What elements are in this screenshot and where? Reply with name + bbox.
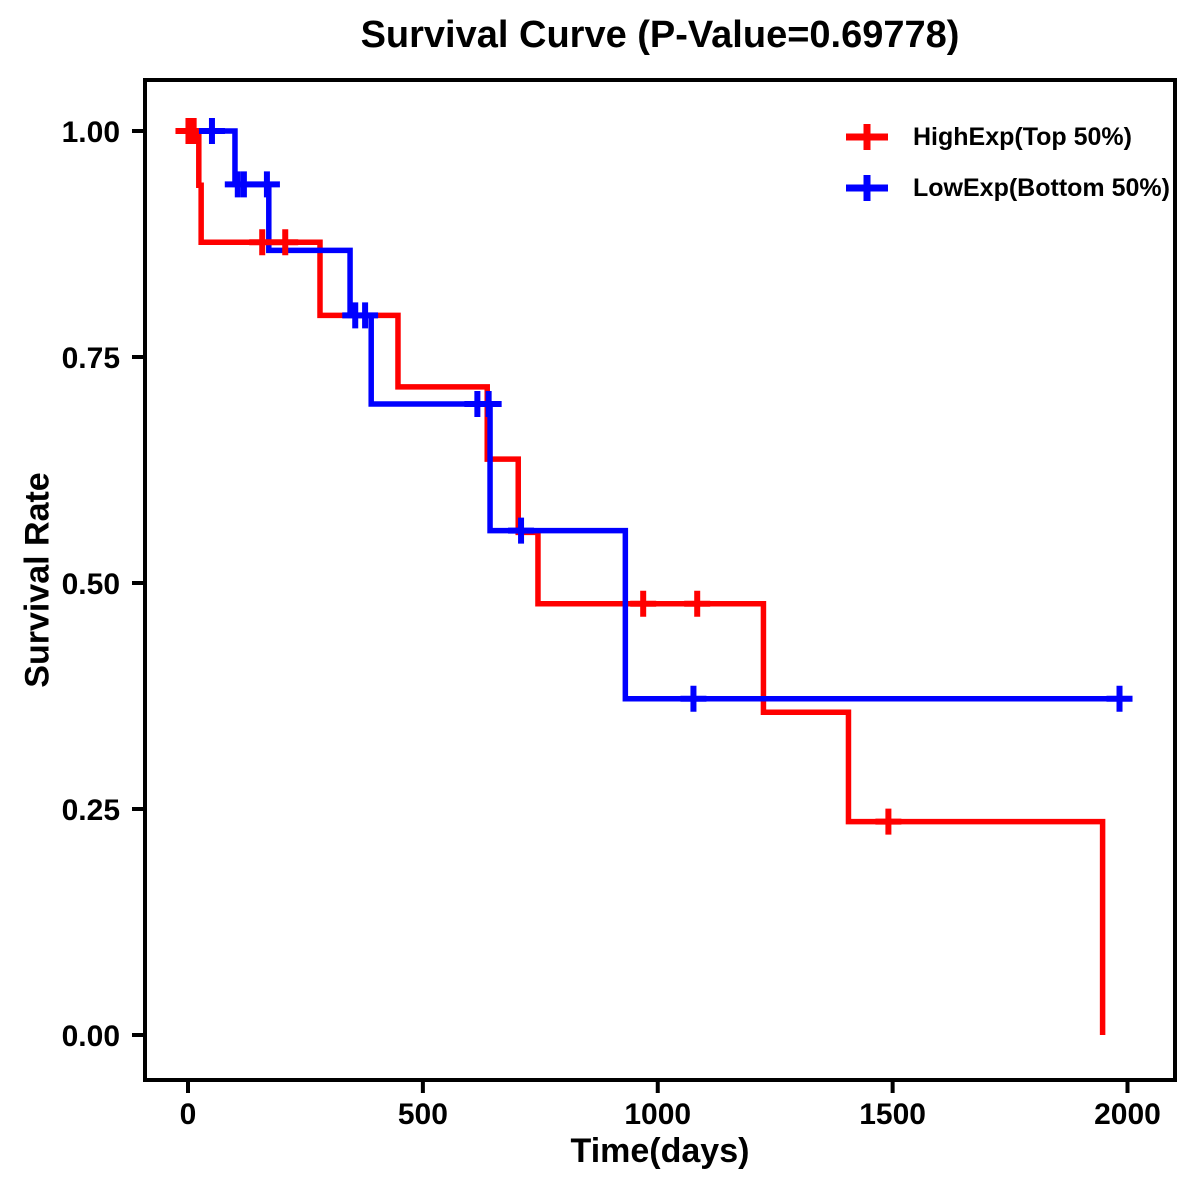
legend-plus-marker-icon bbox=[846, 124, 888, 150]
lowexp-curve bbox=[188, 128, 1121, 702]
x-axis-label: Time(days) bbox=[570, 1132, 750, 1170]
highexp-curve bbox=[188, 128, 1106, 1035]
legend-label-1: LowExp(Bottom 50%) bbox=[913, 173, 1170, 202]
legend-item-lowexp: LowExp(Bottom 50%) bbox=[843, 172, 1170, 204]
y-axis-ticks: 0.00 0.25 0.50 0.75 1.00 bbox=[62, 116, 145, 1053]
y-tick-label-0: 0.00 bbox=[62, 1020, 120, 1053]
y-tick-label-2: 0.50 bbox=[62, 568, 120, 601]
legend: HighExp(Top 50%) LowExp(Bottom 50%) bbox=[843, 121, 1170, 204]
highexp-censor-marks bbox=[175, 118, 902, 835]
y-tick-label-3: 0.75 bbox=[62, 342, 120, 375]
x-tick-label-2: 1000 bbox=[624, 1098, 691, 1131]
legend-label-0: HighExp(Top 50%) bbox=[913, 122, 1132, 151]
lowexp-censor-marks bbox=[198, 118, 1133, 712]
chart-title: Survival Curve (P-Value=0.69778) bbox=[360, 14, 960, 56]
x-tick-label-4: 2000 bbox=[1094, 1098, 1161, 1131]
plus-icon bbox=[846, 175, 888, 201]
x-axis-ticks: 0 500 1000 1500 2000 bbox=[180, 1080, 1161, 1131]
x-tick-label-1: 500 bbox=[398, 1098, 448, 1131]
y-tick-label-4: 1.00 bbox=[62, 116, 120, 149]
legend-item-highexp: HighExp(Top 50%) bbox=[843, 121, 1170, 153]
x-tick-label-0: 0 bbox=[180, 1098, 197, 1131]
legend-plus-marker-icon bbox=[846, 175, 888, 201]
x-tick-label-3: 1500 bbox=[859, 1098, 926, 1131]
plus-icon bbox=[846, 124, 888, 150]
y-tick-label-1: 0.25 bbox=[62, 794, 120, 827]
plot-border bbox=[143, 78, 1177, 1082]
